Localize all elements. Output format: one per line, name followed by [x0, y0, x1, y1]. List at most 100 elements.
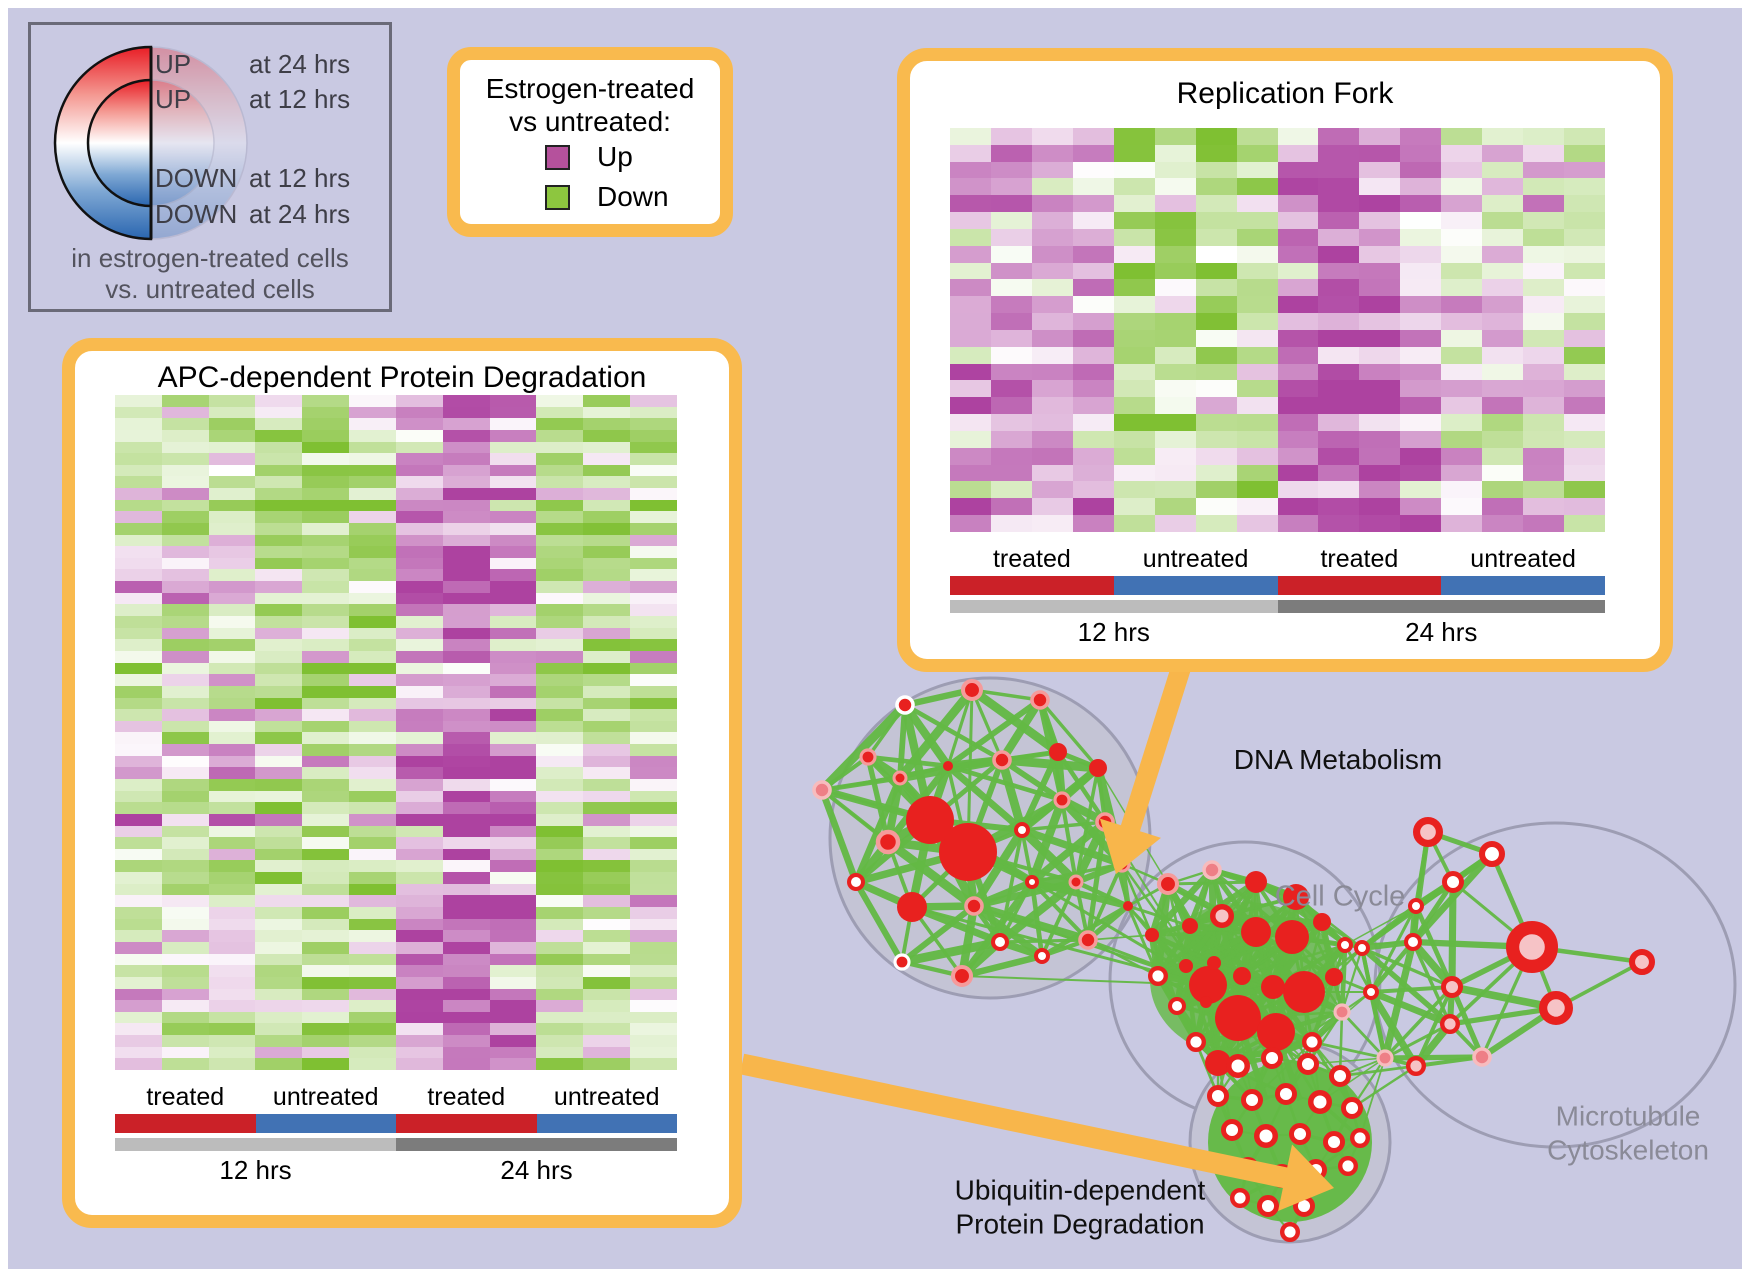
heatmap-cell	[1113, 414, 1155, 431]
heatmap-cell	[208, 592, 256, 605]
heatmap-cell	[395, 883, 443, 896]
heatmap-cell	[161, 674, 209, 686]
heatmap-cell	[115, 453, 162, 465]
heatmap-cell	[442, 778, 490, 791]
heatmap-cell	[1400, 481, 1442, 499]
heatmap-cell	[208, 639, 256, 651]
gene-node	[1505, 920, 1558, 973]
heatmap-cell	[1154, 430, 1196, 448]
heatmap-cell	[950, 128, 991, 145]
cluster-label-cell-cycle: Cell Cycle	[1275, 880, 1406, 915]
network-edge	[1151, 930, 1257, 937]
heatmap-cell	[1195, 178, 1237, 196]
heatmap-cell	[395, 790, 443, 803]
up-label: Up	[597, 141, 633, 172]
heatmap-cell	[161, 464, 209, 477]
heatmap-cell	[630, 976, 677, 989]
heatmap-cell	[1072, 144, 1114, 162]
heatmap-cell	[1031, 296, 1073, 314]
heatmap-cell	[255, 1023, 303, 1036]
heatmap-cell	[489, 1011, 537, 1024]
heatmap-cell	[161, 720, 209, 733]
heatmap-cell	[583, 488, 631, 500]
heatmap-cell	[536, 1011, 584, 1024]
heatmap-cell	[442, 395, 490, 407]
heatmap-cell	[630, 918, 677, 931]
cluster-label-line: Cytoskeleton	[1547, 1134, 1709, 1165]
heatmap-cell	[1400, 329, 1442, 347]
up-color-swatch	[545, 145, 570, 170]
heatmap-cell	[583, 1011, 631, 1024]
heatmap-cell	[489, 813, 537, 826]
heatmap-cell	[208, 720, 256, 733]
heatmap-cell	[1195, 430, 1237, 448]
heatmap-cell	[630, 406, 677, 419]
heatmap-cell	[1154, 414, 1196, 431]
heatmap-cell	[442, 592, 490, 605]
time-labels: 12 hrs 24 hrs	[950, 617, 1605, 648]
heatmap-cell	[255, 546, 303, 558]
heatmap-cell	[115, 930, 162, 942]
heatmap-cell	[395, 720, 443, 733]
heatmap-cell	[395, 604, 443, 617]
heatmap-cell	[442, 581, 490, 593]
gene-node	[950, 964, 974, 988]
heatmap-cell	[536, 767, 584, 779]
heatmap-cell	[1318, 178, 1360, 196]
heatmap-cell	[161, 418, 209, 430]
heatmap-cell	[1482, 128, 1524, 145]
heatmap-cell	[1564, 296, 1605, 314]
heatmap-cell	[255, 930, 303, 942]
heatmap-cell	[583, 907, 631, 919]
heatmap-cell	[161, 860, 209, 873]
heatmap-cell	[349, 639, 396, 651]
network-edge	[1413, 905, 1455, 988]
heatmap-cell	[442, 744, 490, 756]
gene-node	[1202, 860, 1222, 880]
heatmap-cell	[583, 790, 631, 803]
heatmap-cell	[583, 930, 631, 942]
heatmap-cell	[536, 685, 584, 698]
heatmap-cell	[395, 918, 443, 931]
heatmap-cell	[630, 453, 677, 465]
heatmap-cell	[630, 813, 677, 826]
heatmap-cell	[395, 592, 443, 605]
heatmap-cell	[583, 569, 631, 582]
heatmap-cell	[583, 441, 631, 454]
heatmap-cell	[255, 941, 303, 954]
heatmap-cell	[990, 430, 1032, 448]
network-edge	[821, 789, 889, 843]
heatmap-cell	[161, 732, 209, 745]
network-edge	[1240, 974, 1314, 1044]
heatmap-cell	[536, 534, 584, 547]
heatmap-cell	[1564, 228, 1605, 246]
heatmap-cell	[990, 515, 1032, 532]
heatmap-cell	[630, 744, 677, 756]
heatmap-cell	[583, 697, 631, 710]
heatmap-cell	[1441, 313, 1483, 330]
heatmap-cell	[395, 848, 443, 861]
heatmap-cell	[302, 650, 350, 663]
heatmap-cell	[161, 918, 209, 931]
heatmap-cell	[1482, 212, 1524, 229]
heatmap-cell	[1277, 178, 1319, 196]
heatmap-cell	[302, 941, 350, 954]
heatmap-cell	[349, 976, 396, 989]
heatmap-cell	[115, 767, 162, 779]
gene-node	[1337, 1155, 1358, 1176]
heatmap-cell	[208, 674, 256, 686]
network-edge	[1360, 945, 1452, 1027]
heatmap-cell	[1359, 144, 1401, 162]
hrs24-label: 24 hrs	[500, 1155, 573, 1185]
heatmap-cell	[950, 481, 991, 499]
heatmap-cell	[442, 406, 490, 419]
time-labels: 12 hrs 24 hrs	[115, 1155, 677, 1186]
heatmap-cell	[1277, 195, 1319, 213]
gene-node	[1288, 1122, 1311, 1145]
gene-node	[1439, 1014, 1460, 1035]
heatmap-cell	[115, 569, 162, 582]
heatmap-cell	[349, 592, 396, 605]
heatmap-cell	[1482, 464, 1524, 482]
network-edge	[1038, 698, 1100, 770]
gene-node	[1053, 791, 1071, 809]
